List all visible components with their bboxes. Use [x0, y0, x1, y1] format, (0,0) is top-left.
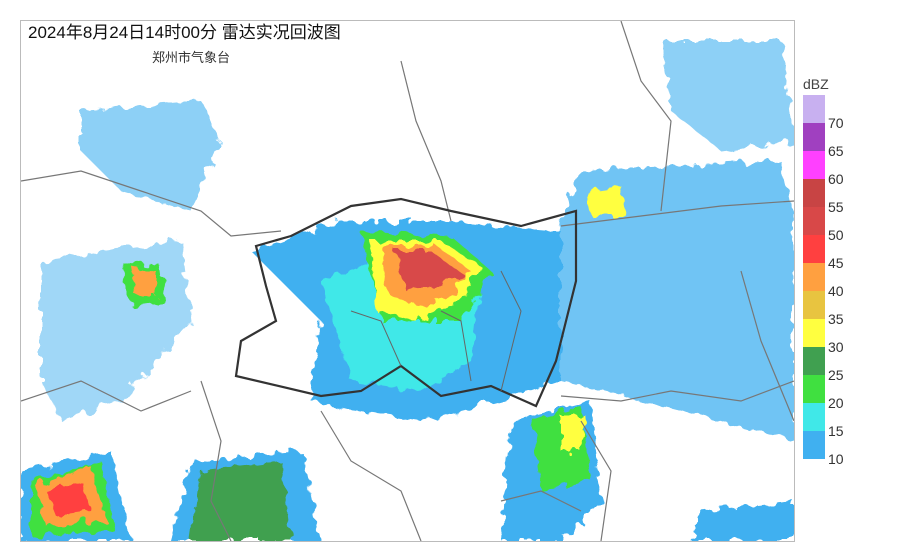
legend-label: 50: [828, 227, 844, 243]
legend-swatch: [803, 347, 825, 375]
boundary-lines: [21, 21, 794, 541]
legend-label: 30: [828, 339, 844, 355]
legend-label: 65: [828, 143, 844, 159]
map-subtitle: 郑州市气象台: [152, 50, 231, 65]
legend-label: 10: [828, 451, 844, 467]
legend-unit: dBZ: [803, 76, 829, 92]
radar-map[interactable]: [20, 20, 795, 542]
legend-swatch: [803, 207, 825, 235]
radar-echo-layer: [21, 21, 794, 541]
district-lines: [350, 270, 522, 392]
legend-swatch: [803, 179, 825, 207]
legend-swatch: [803, 151, 825, 179]
zhengzhou-boundary: [234, 197, 578, 408]
legend-swatch: [803, 95, 825, 123]
legend-swatch: [803, 431, 825, 459]
dbz-legend: dBZ 70 65 60 55 50 45 40 35 30 25 20 15 10: [803, 76, 863, 466]
legend-label: 60: [828, 171, 844, 187]
legend-swatch: [803, 123, 825, 151]
legend-label: 25: [828, 367, 844, 383]
legend-label: 55: [828, 199, 844, 215]
legend-label: 70: [828, 115, 844, 131]
legend-label: 15: [828, 423, 844, 439]
legend-swatch: [803, 235, 825, 263]
legend-label: 20: [828, 395, 844, 411]
echo-blobs: [21, 41, 794, 541]
map-title: 2024年8月24日14时00分 雷达实况回波图: [28, 23, 341, 42]
legend-label: 45: [828, 255, 844, 271]
legend-swatch: [803, 403, 825, 431]
legend-swatch: [803, 375, 825, 403]
legend-label: 35: [828, 311, 844, 327]
legend-swatch: [803, 263, 825, 291]
legend-swatch: [803, 319, 825, 347]
legend-label: 40: [828, 283, 844, 299]
legend-swatch: [803, 291, 825, 319]
